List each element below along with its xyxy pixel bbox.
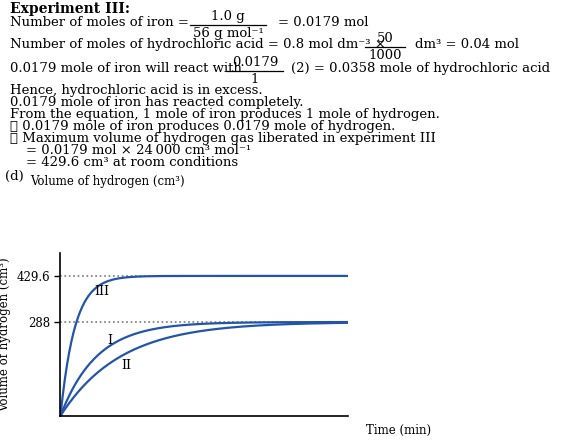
Text: Hence, hydrochloric acid is in excess.: Hence, hydrochloric acid is in excess. (10, 84, 263, 97)
Text: ∴ 0.0179 mole of iron produces 0.0179 mole of hydrogen.: ∴ 0.0179 mole of iron produces 0.0179 mo… (10, 120, 395, 133)
Text: 0.0179 mole of iron will react with: 0.0179 mole of iron will react with (10, 62, 242, 75)
Text: dm³ = 0.04 mol: dm³ = 0.04 mol (415, 38, 519, 51)
Text: Number of moles of hydrochloric acid = 0.8 mol dm⁻³ ×: Number of moles of hydrochloric acid = 0… (10, 38, 386, 51)
Text: = 0.0179 mol: = 0.0179 mol (278, 16, 369, 29)
Text: From the equation, 1 mole of iron produces 1 mole of hydrogen.: From the equation, 1 mole of iron produc… (10, 108, 440, 121)
Text: Volume of hydrogen (cm³): Volume of hydrogen (cm³) (30, 175, 185, 188)
Text: 1000: 1000 (368, 49, 401, 62)
Y-axis label: Volume of hydrogen (cm³): Volume of hydrogen (cm³) (0, 257, 11, 412)
Text: = 429.6 cm³ at room conditions: = 429.6 cm³ at room conditions (26, 156, 238, 169)
Text: Number of moles of iron =: Number of moles of iron = (10, 16, 189, 29)
Text: (d): (d) (5, 170, 24, 183)
Text: (2) = 0.0358 mole of hydrochloric acid: (2) = 0.0358 mole of hydrochloric acid (291, 62, 550, 75)
Text: III: III (94, 285, 109, 298)
Text: ∴ Maximum volume of hydrogen gas liberated in experiment III: ∴ Maximum volume of hydrogen gas liberat… (10, 132, 436, 145)
Text: 50: 50 (377, 32, 393, 45)
Text: 56 g mol⁻¹: 56 g mol⁻¹ (192, 27, 263, 40)
Text: 1.0 g: 1.0 g (211, 10, 245, 23)
Text: 1: 1 (251, 73, 259, 86)
Text: Time (min): Time (min) (366, 424, 431, 437)
Text: Experiment III:: Experiment III: (10, 2, 130, 16)
Text: I: I (107, 334, 112, 347)
Text: 0.0179: 0.0179 (232, 56, 278, 69)
Text: 0.0179 mole of iron has reacted completely.: 0.0179 mole of iron has reacted complete… (10, 96, 304, 109)
Text: II: II (122, 359, 132, 372)
Text: = 0.0179 mol × 24 000 cm³ mol⁻¹: = 0.0179 mol × 24 000 cm³ mol⁻¹ (26, 144, 251, 157)
